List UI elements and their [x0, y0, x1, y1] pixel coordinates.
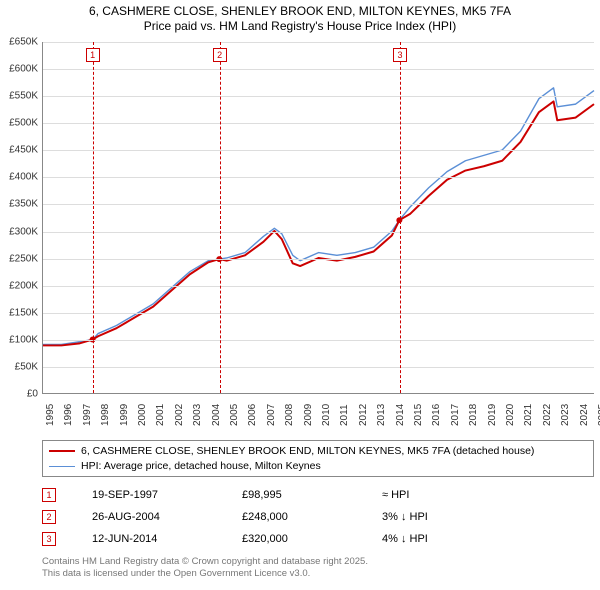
sale-date: 19-SEP-1997: [92, 489, 242, 501]
gridline-h: [43, 259, 594, 260]
marker-line: [93, 42, 94, 393]
x-tick-label: 2015: [413, 404, 424, 426]
chart-title-subtitle: Price paid vs. HM Land Registry's House …: [0, 19, 600, 34]
y-tick-label: £450K: [9, 145, 38, 156]
gridline-h: [43, 204, 594, 205]
gridline-h: [43, 367, 594, 368]
x-tick-label: 2018: [468, 404, 479, 426]
sale-row: 3 12-JUN-2014£320,0004% ↓ HPI: [42, 528, 594, 550]
legend-swatch: [49, 450, 75, 452]
y-tick-label: £650K: [9, 37, 38, 48]
y-tick-label: £250K: [9, 253, 38, 264]
y-tick-label: £200K: [9, 280, 38, 291]
x-tick-label: 2007: [266, 404, 277, 426]
footer-line1: Contains HM Land Registry data © Crown c…: [42, 556, 368, 568]
sales-table: 1 19-SEP-1997£98,995≈ HPI 2 26-AUG-2004£248…: [42, 484, 594, 550]
chart-title-block: 6, CASHMERE CLOSE, SHENLEY BROOK END, MI…: [0, 0, 600, 34]
marker-badge: 2: [213, 48, 227, 62]
x-tick-label: 2003: [192, 404, 203, 426]
gridline-h: [43, 286, 594, 287]
sale-row: 1 19-SEP-1997£98,995≈ HPI: [42, 484, 594, 506]
sale-marker-badge: 1: [42, 488, 56, 502]
marker-badge: 3: [393, 48, 407, 62]
gridline-h: [43, 150, 594, 151]
x-tick-label: 1999: [119, 404, 130, 426]
gridline-h: [43, 42, 594, 43]
sale-price: £248,000: [242, 511, 382, 523]
x-tick-label: 2005: [229, 404, 240, 426]
gridline-h: [43, 69, 594, 70]
x-tick-label: 1998: [100, 404, 111, 426]
y-tick-label: £50K: [15, 361, 38, 372]
y-tick-label: £300K: [9, 226, 38, 237]
y-tick-label: £550K: [9, 91, 38, 102]
x-tick-label: 2017: [450, 404, 461, 426]
series-hpi: [43, 88, 594, 345]
x-tick-label: 2016: [431, 404, 442, 426]
sale-price: £320,000: [242, 533, 382, 545]
x-tick-label: 2023: [560, 404, 571, 426]
marker-badge: 1: [86, 48, 100, 62]
x-tick-label: 2009: [303, 404, 314, 426]
gridline-h: [43, 123, 594, 124]
sale-date: 12-JUN-2014: [92, 533, 242, 545]
y-tick-label: £500K: [9, 118, 38, 129]
x-tick-label: 1996: [63, 404, 74, 426]
series-price-paid: [43, 101, 594, 345]
marker-line: [400, 42, 401, 393]
x-tick-label: 1997: [82, 404, 93, 426]
y-tick-label: £150K: [9, 307, 38, 318]
x-tick-label: 2001: [155, 404, 166, 426]
legend-box: 6, CASHMERE CLOSE, SHENLEY BROOK END, MI…: [42, 440, 594, 477]
legend-row: 6, CASHMERE CLOSE, SHENLEY BROOK END, MI…: [49, 444, 587, 459]
sale-price: £98,995: [242, 489, 382, 501]
y-tick-label: £400K: [9, 172, 38, 183]
x-tick-label: 2008: [284, 404, 295, 426]
x-tick-label: 2022: [542, 404, 553, 426]
x-tick-label: 1995: [45, 404, 56, 426]
x-tick-label: 2012: [358, 404, 369, 426]
gridline-h: [43, 96, 594, 97]
gridline-h: [43, 177, 594, 178]
x-tick-label: 2020: [505, 404, 516, 426]
y-tick-label: £350K: [9, 199, 38, 210]
x-tick-label: 2024: [579, 404, 590, 426]
x-tick-label: 2002: [174, 404, 185, 426]
legend-swatch: [49, 466, 75, 467]
x-tick-label: 2014: [395, 404, 406, 426]
sale-row: 2 26-AUG-2004£248,0003% ↓ HPI: [42, 506, 594, 528]
legend-label: 6, CASHMERE CLOSE, SHENLEY BROOK END, MI…: [81, 444, 534, 459]
x-tick-label: 2004: [211, 404, 222, 426]
y-tick-label: £600K: [9, 64, 38, 75]
sale-hpi-diff: ≈ HPI: [382, 489, 594, 501]
plot-area: 1 2 3: [42, 42, 594, 394]
chart-container: 6, CASHMERE CLOSE, SHENLEY BROOK END, MI…: [0, 0, 600, 590]
legend-label: HPI: Average price, detached house, Milt…: [81, 459, 321, 474]
x-tick-label: 2021: [523, 404, 534, 426]
sale-marker-badge: 2: [42, 510, 56, 524]
x-tick-label: 2011: [339, 404, 350, 426]
footer-line2: This data is licensed under the Open Gov…: [42, 568, 368, 580]
sale-hpi-diff: 4% ↓ HPI: [382, 533, 594, 545]
x-tick-label: 2006: [247, 404, 258, 426]
y-tick-label: £0: [27, 389, 38, 400]
gridline-h: [43, 232, 594, 233]
footer-attribution: Contains HM Land Registry data © Crown c…: [42, 556, 368, 581]
chart-title-address: 6, CASHMERE CLOSE, SHENLEY BROOK END, MI…: [0, 4, 600, 19]
x-tick-label: 2013: [376, 404, 387, 426]
sale-date: 26-AUG-2004: [92, 511, 242, 523]
x-tick-label: 2019: [487, 404, 498, 426]
x-tick-label: 2010: [321, 404, 332, 426]
gridline-h: [43, 313, 594, 314]
chart-area: £0 £50K £100K £150K £200K £250K £300K £350K £400…: [0, 38, 600, 436]
x-tick-label: 2000: [137, 404, 148, 426]
sale-hpi-diff: 3% ↓ HPI: [382, 511, 594, 523]
sale-marker-badge: 3: [42, 532, 56, 546]
y-tick-label: £100K: [9, 334, 38, 345]
gridline-h: [43, 340, 594, 341]
legend-row: HPI: Average price, detached house, Milt…: [49, 459, 587, 474]
marker-line: [220, 42, 221, 393]
